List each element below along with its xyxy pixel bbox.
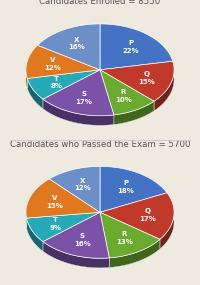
Polygon shape <box>109 239 160 268</box>
Text: S
16%: S 16% <box>74 233 91 247</box>
Polygon shape <box>27 78 43 109</box>
Polygon shape <box>27 212 100 242</box>
Polygon shape <box>43 99 114 125</box>
Text: Q
17%: Q 17% <box>139 208 156 222</box>
Text: P
18%: P 18% <box>117 180 134 194</box>
Text: X
16%: X 16% <box>68 37 85 50</box>
Polygon shape <box>37 24 100 70</box>
Polygon shape <box>100 212 160 258</box>
Text: P
22%: P 22% <box>122 40 139 54</box>
Text: Q
15%: Q 15% <box>138 72 155 85</box>
Polygon shape <box>100 61 174 101</box>
Title: Candidates who Passed the Exam = 5700: Candidates who Passed the Exam = 5700 <box>10 140 190 148</box>
Text: R
13%: R 13% <box>116 231 133 245</box>
Polygon shape <box>100 70 154 115</box>
Text: X
12%: X 12% <box>74 178 91 191</box>
Polygon shape <box>27 218 43 251</box>
Polygon shape <box>26 45 37 88</box>
Polygon shape <box>27 70 100 99</box>
Polygon shape <box>26 45 100 78</box>
Ellipse shape <box>26 176 174 268</box>
Title: Candidates Enrolled = 8550: Candidates Enrolled = 8550 <box>39 0 161 6</box>
Polygon shape <box>114 101 154 125</box>
Polygon shape <box>43 70 114 116</box>
Polygon shape <box>100 166 167 212</box>
Text: T
9%: T 9% <box>50 217 62 231</box>
Polygon shape <box>160 193 174 249</box>
Polygon shape <box>26 179 100 218</box>
Polygon shape <box>26 179 49 228</box>
Text: T
8%: T 8% <box>50 76 62 89</box>
Text: S
17%: S 17% <box>75 91 92 105</box>
Ellipse shape <box>26 34 174 125</box>
Text: V
15%: V 15% <box>46 196 63 209</box>
Polygon shape <box>100 24 173 70</box>
Polygon shape <box>43 212 109 258</box>
Polygon shape <box>43 242 109 268</box>
Polygon shape <box>49 166 100 212</box>
Polygon shape <box>100 193 174 239</box>
Text: V
12%: V 12% <box>44 58 61 71</box>
Polygon shape <box>154 61 174 111</box>
Text: R
10%: R 10% <box>115 89 132 103</box>
